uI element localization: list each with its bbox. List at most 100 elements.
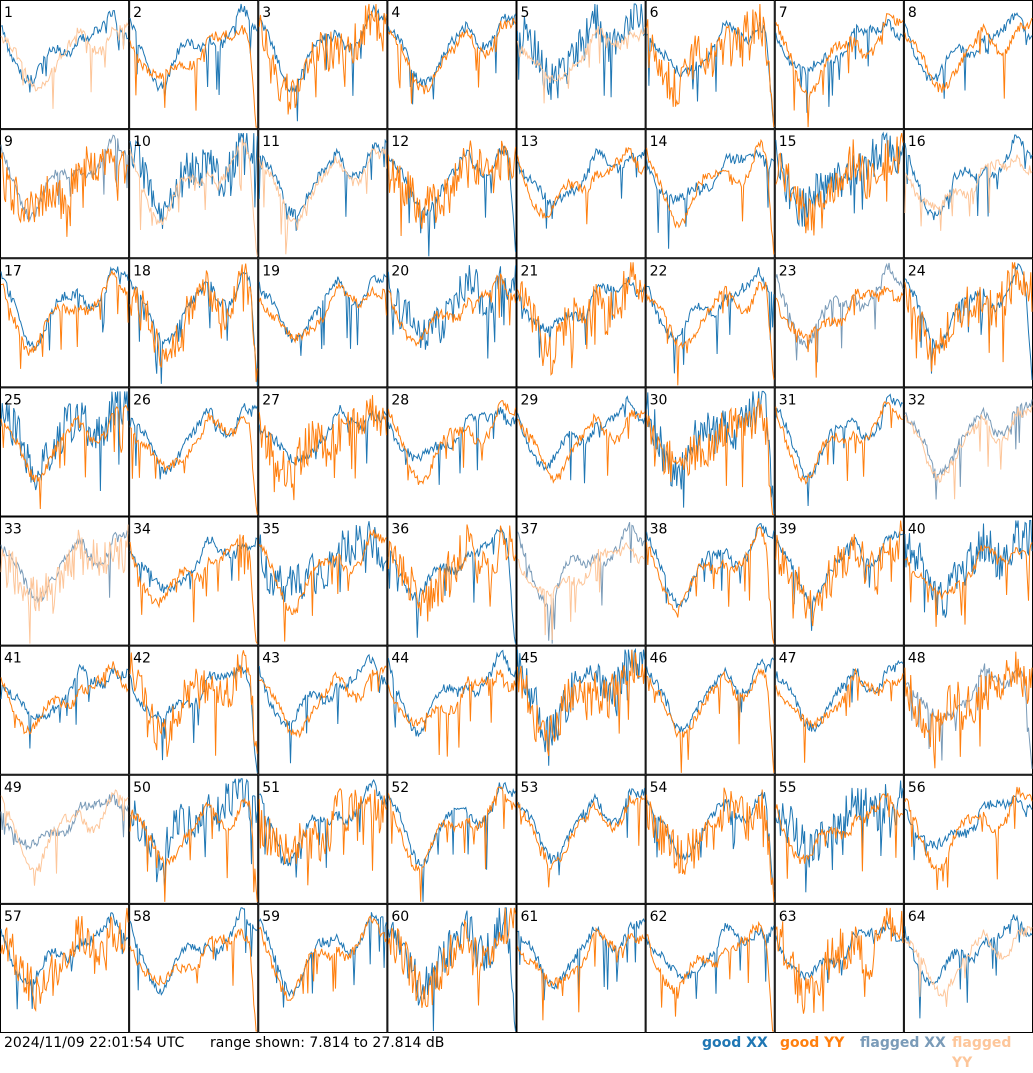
yy-series-line bbox=[129, 797, 258, 902]
panel-label: 11 bbox=[262, 134, 280, 150]
yy-series-line bbox=[0, 146, 129, 237]
yy-series-line bbox=[775, 792, 904, 879]
panel-51: 51 bbox=[258, 774, 388, 904]
panel-5: 5 bbox=[516, 0, 646, 130]
yy-series-line bbox=[129, 138, 258, 257]
yy-series-line bbox=[0, 404, 129, 510]
xx-series-line bbox=[387, 145, 516, 257]
panel-40: 40 bbox=[903, 516, 1033, 646]
panel-41: 41 bbox=[0, 645, 130, 775]
panel-frame bbox=[645, 258, 775, 388]
panel-label: 48 bbox=[908, 651, 926, 667]
panel-44: 44 bbox=[387, 645, 517, 775]
panel-label: 28 bbox=[391, 392, 409, 408]
panel-62: 62 bbox=[645, 903, 775, 1033]
panel-label: 5 bbox=[521, 5, 530, 21]
panel-label: 32 bbox=[908, 392, 926, 408]
timestamp: 2024/11/09 22:01:54 UTC bbox=[4, 1035, 185, 1051]
panel-28: 28 bbox=[387, 387, 517, 517]
panel-label: 34 bbox=[133, 522, 151, 538]
yy-series-line bbox=[904, 17, 1033, 99]
panel-label: 54 bbox=[650, 780, 668, 796]
xx-series-line bbox=[775, 19, 904, 113]
yy-series-line bbox=[646, 281, 775, 386]
footer: 2024/11/09 22:01:54 UTC range shown: 7.8… bbox=[0, 1033, 1033, 1071]
yy-series-line bbox=[775, 907, 904, 1014]
legend-flagged-xx-pol: XX bbox=[924, 1035, 946, 1051]
xx-series-line bbox=[387, 265, 516, 359]
yy-series-line bbox=[258, 395, 387, 501]
panel-label: 64 bbox=[908, 909, 926, 925]
yy-series-line bbox=[646, 398, 774, 515]
panel-frame bbox=[645, 645, 775, 775]
xx-series-line bbox=[129, 536, 258, 594]
xx-series-line bbox=[775, 393, 904, 507]
panel-25: 25 bbox=[0, 387, 130, 517]
panel-label: 16 bbox=[908, 134, 926, 150]
panel-label: 7 bbox=[779, 5, 788, 21]
yy-series-line bbox=[387, 669, 516, 757]
xx-series-line bbox=[0, 663, 129, 749]
panel-56: 56 bbox=[903, 774, 1033, 904]
yy-series-line bbox=[129, 263, 258, 382]
panel-12: 12 bbox=[387, 129, 517, 259]
panel-20: 20 bbox=[387, 258, 517, 388]
yy-series-line bbox=[517, 26, 646, 104]
panel-26: 26 bbox=[129, 387, 259, 517]
panel-53: 53 bbox=[516, 774, 646, 904]
panel-label: 24 bbox=[908, 263, 926, 279]
xx-series-line bbox=[646, 657, 775, 733]
yy-series-line bbox=[388, 273, 516, 347]
legend-flagged-xx: flagged XX bbox=[860, 1033, 946, 1053]
xx-series-line bbox=[775, 262, 904, 363]
panel-label: 17 bbox=[4, 263, 22, 279]
yy-series-line bbox=[387, 907, 516, 1008]
panel-63: 63 bbox=[774, 903, 904, 1033]
panel-label: 22 bbox=[650, 263, 668, 279]
panel-frame bbox=[129, 774, 259, 904]
panel-2: 2 bbox=[129, 0, 259, 130]
panel-frame bbox=[0, 903, 130, 1033]
panel-label: 20 bbox=[391, 263, 409, 279]
panel-6: 6 bbox=[645, 0, 775, 130]
yy-series-line bbox=[646, 787, 775, 902]
panel-label: 26 bbox=[133, 392, 151, 408]
yy-series-line bbox=[387, 140, 516, 237]
panel-8: 8 bbox=[903, 0, 1033, 130]
panel-55: 55 bbox=[774, 774, 904, 904]
panel-45: 45 bbox=[516, 645, 646, 775]
panel-frame bbox=[0, 0, 130, 130]
yy-series-line bbox=[129, 25, 258, 128]
panel-30: 30 bbox=[645, 387, 775, 517]
xx-series-line bbox=[517, 647, 646, 766]
legend-flagged-xx-label: flagged bbox=[860, 1035, 920, 1051]
panel-43: 43 bbox=[258, 645, 388, 775]
legend-good-yy-pol: YY bbox=[824, 1035, 845, 1051]
legend-good-xx-pol: XX bbox=[746, 1035, 768, 1051]
panel-frame bbox=[903, 645, 1033, 775]
yy-series-line bbox=[517, 649, 646, 757]
yy-series-line bbox=[0, 269, 129, 369]
panel-frame bbox=[774, 0, 904, 130]
panel-label: 37 bbox=[521, 522, 539, 538]
panel-label: 6 bbox=[650, 5, 659, 21]
panel-label: 57 bbox=[4, 909, 22, 925]
panel-label: 30 bbox=[650, 392, 668, 408]
xx-series-line bbox=[258, 653, 387, 764]
panel-frame bbox=[387, 0, 517, 130]
panel-10: 10 bbox=[129, 129, 259, 259]
panel-label: 42 bbox=[133, 651, 151, 667]
yy-series-line bbox=[775, 286, 904, 378]
panel-4: 4 bbox=[387, 0, 517, 130]
yy-series-line bbox=[904, 542, 1033, 627]
xx-series-line bbox=[904, 399, 1033, 500]
panel-1: 1 bbox=[0, 0, 130, 130]
xx-series-line bbox=[0, 530, 129, 603]
xx-series-line bbox=[517, 918, 646, 1001]
panel-47: 47 bbox=[774, 645, 904, 775]
range-text: range shown: 7.814 to 27.814 dB bbox=[210, 1035, 445, 1051]
xx-series-line bbox=[129, 778, 258, 892]
panel-label: 38 bbox=[650, 522, 668, 538]
panel-frame bbox=[129, 258, 259, 388]
